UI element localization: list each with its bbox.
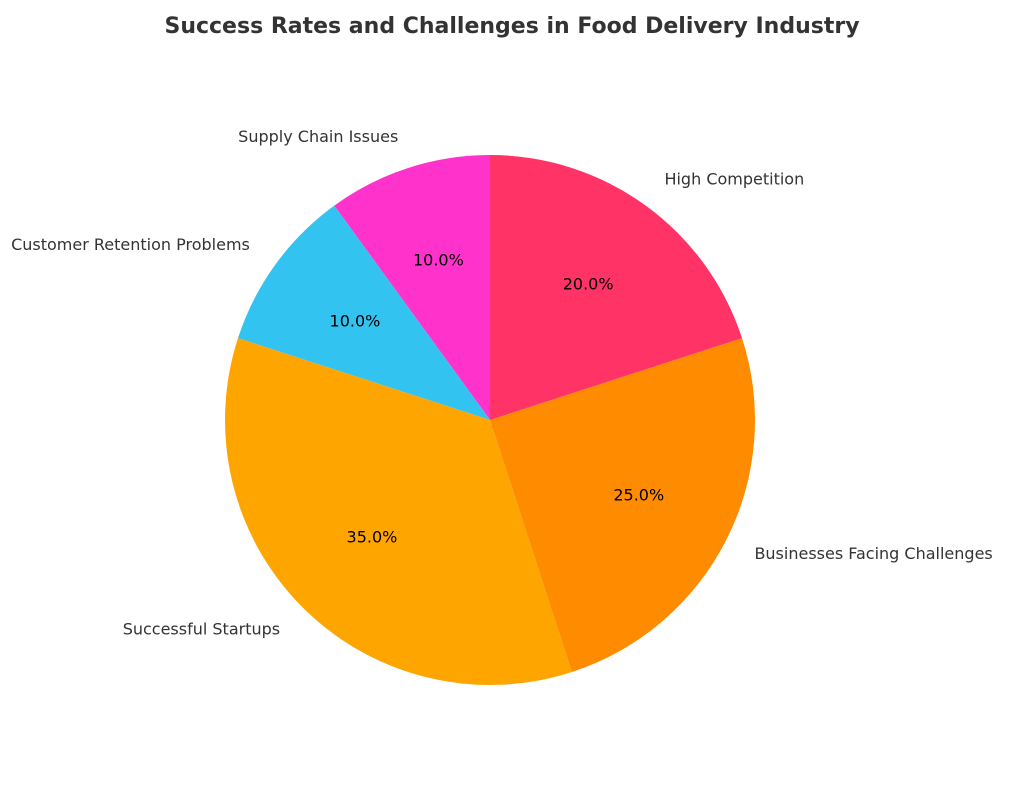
slice-label: Successful Startups	[123, 619, 280, 638]
slice-label: High Competition	[664, 169, 804, 188]
slice-label: Businesses Facing Challenges	[754, 544, 992, 563]
slice-label: Supply Chain Issues	[238, 127, 398, 146]
slice-percent: 10.0%	[330, 311, 381, 330]
slice-percent: 20.0%	[563, 274, 614, 293]
chart-container: Success Rates and Challenges in Food Del…	[0, 0, 1024, 788]
slice-percent: 10.0%	[413, 251, 464, 270]
slice-percent: 25.0%	[613, 485, 664, 504]
slice-label: Customer Retention Problems	[11, 235, 250, 254]
pie-chart: 10.0% Supply Chain Issues 10.0% Customer Re…	[0, 0, 1024, 788]
slice-percent: 35.0%	[347, 528, 398, 547]
